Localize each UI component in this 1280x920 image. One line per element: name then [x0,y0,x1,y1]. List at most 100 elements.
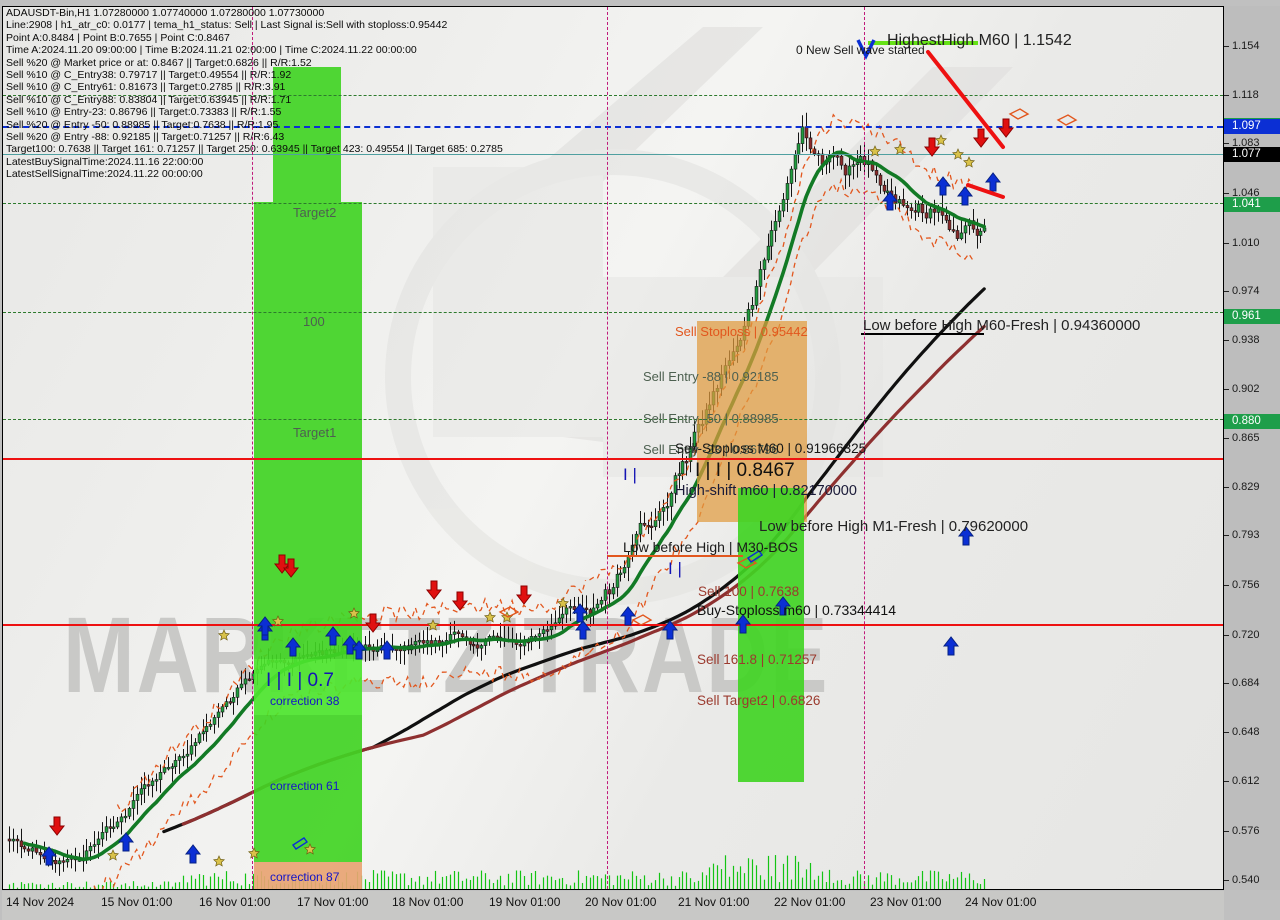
sell-stoploss-m60-label: Sell-Stoploss M60 | 0.91966325 [675,441,867,456]
buy-arrow-up-icon [774,596,792,616]
level-badge-green-4[interactable]: 0.880 [1224,414,1280,429]
time-label-4: 18 Nov 01:00 [392,895,464,909]
price-label-2: 1.083 [1232,137,1260,149]
price-label-7: 0.902 [1232,383,1260,395]
pivot-star-icon [962,156,976,168]
price-tick [1224,389,1229,390]
zone-green-corr61 [254,715,362,862]
wave-v-marker-icon [856,39,876,60]
correction-61-label: correction 61 [270,779,340,793]
buy-arrow-up-icon [117,832,135,852]
buy-arrow-up-icon [881,191,899,211]
time-label-9: 23 Nov 01:00 [870,895,942,909]
header-line-4: Sell %20 @ Market price or at: 0.8467 ||… [6,56,312,69]
level-badge-green-3[interactable]: 0.961 [1224,309,1280,324]
pivot-star-icon [426,619,440,631]
high-shift-m60-label: High-shift m60 | 0.82170000 [675,483,857,499]
price-tick [1224,732,1229,733]
price-tick [1224,635,1229,636]
sell-stoploss-label: Sell Stoploss | 0.95442 [675,324,808,339]
sell-arrow-down-icon [923,137,941,157]
correction-87-label: correction 87 [270,870,340,884]
pattern-flag-icon-3 [1008,108,1030,120]
time-label-5: 19 Nov 01:00 [489,895,561,909]
pattern-flag-icon-2 [736,557,758,569]
buy-arrow-up-icon [378,640,396,660]
sell-entry-50-label: Sell Entry -50 | 0.88985 [643,411,779,426]
pivot-star-icon [217,629,231,641]
header-line-0: ADAUSDT-Bin,H1 1.07280000 1.07740000 1.0… [6,7,325,19]
header-line-6: Sell %10 @ C_Entry61: 0.81673 || Target:… [6,81,286,94]
level-badge-bid[interactable]: 1.097 [1224,119,1280,134]
sell-arrow-down-icon [515,585,533,605]
price-tick [1224,243,1229,244]
buy-arrow-up-icon [341,635,359,655]
header-line-7: Sell %10 @ C_Entry88: 0.83804 || Target:… [6,93,292,106]
buy-arrow-up-icon [934,176,952,196]
price-label-6: 0.938 [1232,334,1260,346]
price-label-14: 0.648 [1232,726,1260,738]
sell-entry-88-label: Sell Entry -88 | 0.92185 [643,369,779,384]
buy-arrow-up-icon [956,186,974,206]
wave-marker-1: I | [623,465,637,484]
sell-arrow-down-icon [364,613,382,633]
zone-green-100 [254,202,362,419]
price-tick [1224,781,1229,782]
time-label-10: 24 Nov 01:00 [965,895,1037,909]
zone-green-corr38 [254,659,362,715]
price-label-10: 0.793 [1232,529,1260,541]
header-line-9: Sell %20 @ Entry -50: 0.88985 || Target:… [6,118,279,131]
buy-arrow-up-icon [957,526,975,546]
level-badge-green-2[interactable]: 1.041 [1224,197,1280,212]
sell-arrow-down-icon [997,118,1015,138]
price-tick [1224,880,1229,881]
bid-level-line [3,126,1223,128]
sell-arrow-down-icon [282,558,300,578]
buy-arrow-up-icon [284,637,302,657]
last-price-line [3,154,1223,155]
green-level-3 [3,312,1223,313]
level-badge-last[interactable]: 1.077 [1224,147,1280,162]
header-line-3: Time A:2024.11.20 09:00:00 | Time B:2024… [6,44,417,57]
target1-zone-label: Target1 [293,425,337,440]
price-label-15: 0.612 [1232,775,1260,787]
sell-arrow-down-icon [972,128,990,148]
pivot-star-icon [868,145,882,157]
pivot-star-icon [893,143,907,155]
price-scale[interactable]: 1.154 1.118 1.083 1.046 1.010 0.974 0.938 0.902… [1224,6,1280,890]
pattern-arrow-icon-1 [746,550,764,563]
pivot-star-icon [347,607,361,619]
buy-arrow-up-icon [984,172,1002,192]
price-label-8: 0.865 [1232,432,1260,444]
time-label-3: 17 Nov 01:00 [297,895,369,909]
header-line-10: Sell %20 @ Entry -88: 0.92185 || Target:… [6,131,285,144]
sell-arrow-down-icon [48,816,66,836]
buy-arrow-up-icon [942,636,960,656]
sell-target2-label: Sell Target2 | 0.6826 [697,693,821,708]
highest-high-label: HighestHigh M60 | 1.1542 [887,32,1072,49]
price-label-5: 0.974 [1232,285,1260,297]
signal-overlay-layer [40,39,1078,867]
pivot-star-icon [934,134,948,146]
m60-fresh-line [861,333,984,335]
point-c-label: I | I | 0.8467 [695,460,795,481]
price-tick [1224,438,1229,439]
time-scale[interactable]: 14 Nov 2024 15 Nov 01:00 16 Nov 01:00 17 No… [2,891,1224,920]
buy-arrow-up-icon [324,626,342,646]
pivot-star-icon [303,843,317,855]
sell-1618-label: Sell 161.8 | 0.71257 [697,652,817,667]
pattern-arrow-icon-0 [291,837,309,850]
low-before-high-m60-label: Low before High M60-Fresh | 0.94360000 [863,317,1141,334]
buy-arrow-up-icon [574,620,592,640]
price-tick [1224,46,1229,47]
pivot-star-icon [212,855,226,867]
zone-green-target2 [273,67,341,202]
time-label-2: 16 Nov 01:00 [199,895,271,909]
price-tick [1224,95,1229,96]
sell-arrow-down-icon [451,591,469,611]
time-label-7: 21 Nov 01:00 [678,895,750,909]
zone-orange-corr87 [254,862,362,889]
pivot-star-icon [951,148,965,160]
sell-stoploss-line [3,458,1223,460]
